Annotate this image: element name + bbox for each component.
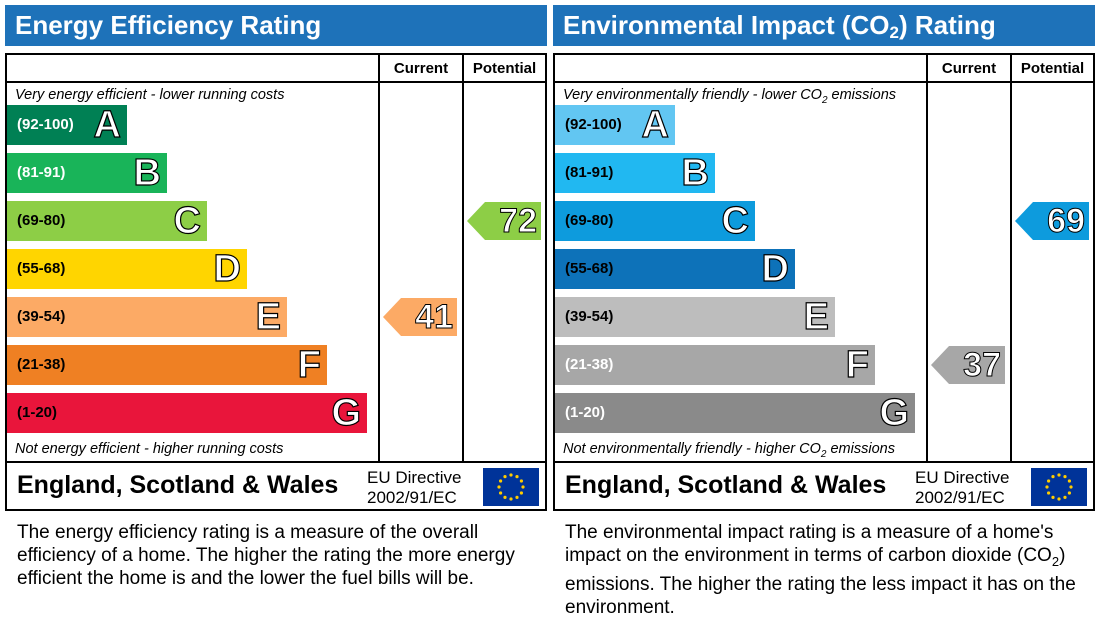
- eu-directive: EU Directive 2002/91/EC: [915, 468, 1009, 508]
- band-letter: A: [641, 104, 670, 146]
- band-range-label: (92-100): [565, 116, 622, 133]
- bottom-caption: Not energy efficient - higher running co…: [15, 441, 284, 457]
- band-letter: D: [213, 248, 242, 290]
- energy-efficiency-title: Energy Efficiency Rating: [5, 5, 547, 46]
- header-divider: [7, 81, 545, 83]
- band-a: (92-100) A: [555, 104, 675, 146]
- top-caption-text-end: emissions: [827, 87, 897, 103]
- header-divider: [555, 81, 1093, 83]
- potential-rating-arrow: 69: [1015, 202, 1089, 241]
- band-f: (21-38) F: [7, 344, 327, 386]
- title-text-end: ) Rating: [898, 10, 996, 40]
- current-rating-arrow-value: 41: [415, 298, 454, 337]
- potential-column-divider: [462, 55, 464, 461]
- band-e: (39-54) E: [7, 296, 287, 338]
- bottom-caption-text: Not environmentally friendly - higher CO: [563, 441, 821, 457]
- band-letter: C: [721, 200, 750, 242]
- band-range-label: (21-38): [17, 356, 66, 373]
- energy-efficiency-description: The energy efficiency rating is a measur…: [17, 522, 515, 589]
- potential-column-header: Potential: [1020, 60, 1085, 77]
- current-rating-arrow-value: 37: [963, 346, 1002, 385]
- title-subscript: 2: [889, 23, 899, 42]
- band-e: (39-54) E: [555, 296, 835, 338]
- title-text: Environmental Impact (CO: [563, 10, 890, 40]
- current-rating-arrow: 41: [383, 298, 457, 337]
- band-range-label: (55-68): [17, 260, 66, 277]
- band-range-label: (69-80): [17, 212, 66, 229]
- band-letter: A: [93, 104, 122, 146]
- band-letter: C: [173, 200, 202, 242]
- band-f: (21-38) F: [555, 344, 875, 386]
- band-range-label: (81-91): [17, 164, 66, 181]
- eu-directive: EU Directive 2002/91/EC: [367, 468, 461, 508]
- band-b: (81-91) B: [555, 152, 715, 194]
- band-letter: B: [681, 152, 710, 194]
- band-range-label: (69-80): [565, 212, 614, 229]
- environmental-impact-chart-frame: Current Potential Very environmentally f…: [553, 53, 1095, 511]
- top-caption: Very environmentally friendly - lower CO…: [563, 87, 896, 106]
- description-text-end: ) emissions. The higher the rating the l…: [565, 545, 1076, 618]
- band-g: (1-20) G: [555, 392, 915, 434]
- potential-rating-arrow-value: 72: [499, 202, 538, 241]
- band-c: (69-80) C: [7, 200, 207, 242]
- band-c: (69-80) C: [555, 200, 755, 242]
- band-range-label: (39-54): [565, 308, 614, 325]
- eu-directive-number: 2002/91/EC: [367, 488, 457, 507]
- current-column-divider: [926, 55, 928, 461]
- potential-column-header: Potential: [472, 60, 537, 77]
- eu-directive-label: EU Directive: [367, 468, 462, 487]
- band-a: (92-100) A: [7, 104, 127, 146]
- band-letter: E: [803, 296, 830, 338]
- top-caption: Very energy efficient - lower running co…: [15, 87, 285, 103]
- top-caption-text: Very environmentally friendly - lower CO: [563, 87, 822, 103]
- band-b: (81-91) B: [7, 152, 167, 194]
- band-letter: E: [255, 296, 282, 338]
- top-caption-subscript: 2: [821, 94, 828, 106]
- band-d: (55-68) D: [7, 248, 247, 290]
- band-g: (1-20) G: [7, 392, 367, 434]
- description-subscript: 2: [1051, 553, 1060, 569]
- region-label: England, Scotland & Wales: [17, 471, 339, 499]
- footer-divider: [7, 461, 545, 463]
- potential-column-divider: [1010, 55, 1012, 461]
- band-range-label: (1-20): [17, 404, 58, 421]
- band-letter: G: [879, 392, 910, 434]
- band-letter: F: [845, 344, 869, 386]
- band-range-label: (55-68): [565, 260, 614, 277]
- bottom-caption-text-end: emissions: [826, 441, 895, 457]
- potential-rating-arrow: 72: [467, 202, 541, 241]
- bottom-caption: Not environmentally friendly - higher CO…: [563, 441, 895, 460]
- eu-flag-icon: [1031, 468, 1087, 506]
- current-column-header: Current: [393, 60, 449, 77]
- current-column-divider: [378, 55, 380, 461]
- band-range-label: (92-100): [17, 116, 74, 133]
- environmental-impact-description: The environmental impact rating is a mea…: [565, 521, 1085, 619]
- band-letter: B: [133, 152, 162, 194]
- eu-directive-label: EU Directive: [915, 468, 1010, 487]
- band-letter: D: [761, 248, 790, 290]
- band-range-label: (81-91): [565, 164, 614, 181]
- band-range-label: (21-38): [565, 356, 614, 373]
- description-text: The environmental impact rating is a mea…: [565, 522, 1054, 566]
- energy-efficiency-panel: Energy Efficiency Rating Current Potenti…: [5, 0, 547, 616]
- band-range-label: (1-20): [565, 404, 606, 421]
- footer-divider: [555, 461, 1093, 463]
- environmental-impact-panel: Environmental Impact (CO2) Rating Curren…: [553, 0, 1095, 619]
- energy-efficiency-chart-frame: Current Potential Very energy efficient …: [5, 53, 547, 511]
- eu-flag-icon: [483, 468, 539, 506]
- band-letter: G: [331, 392, 362, 434]
- band-letter: F: [297, 344, 321, 386]
- bottom-caption-subscript: 2: [820, 448, 827, 460]
- eu-directive-number: 2002/91/EC: [915, 488, 1005, 507]
- band-d: (55-68) D: [555, 248, 795, 290]
- potential-rating-arrow-value: 69: [1047, 202, 1086, 241]
- band-range-label: (39-54): [17, 308, 66, 325]
- region-label: England, Scotland & Wales: [565, 471, 887, 499]
- environmental-impact-title: Environmental Impact (CO2) Rating: [553, 5, 1095, 46]
- current-column-header: Current: [941, 60, 997, 77]
- current-rating-arrow: 37: [931, 346, 1005, 385]
